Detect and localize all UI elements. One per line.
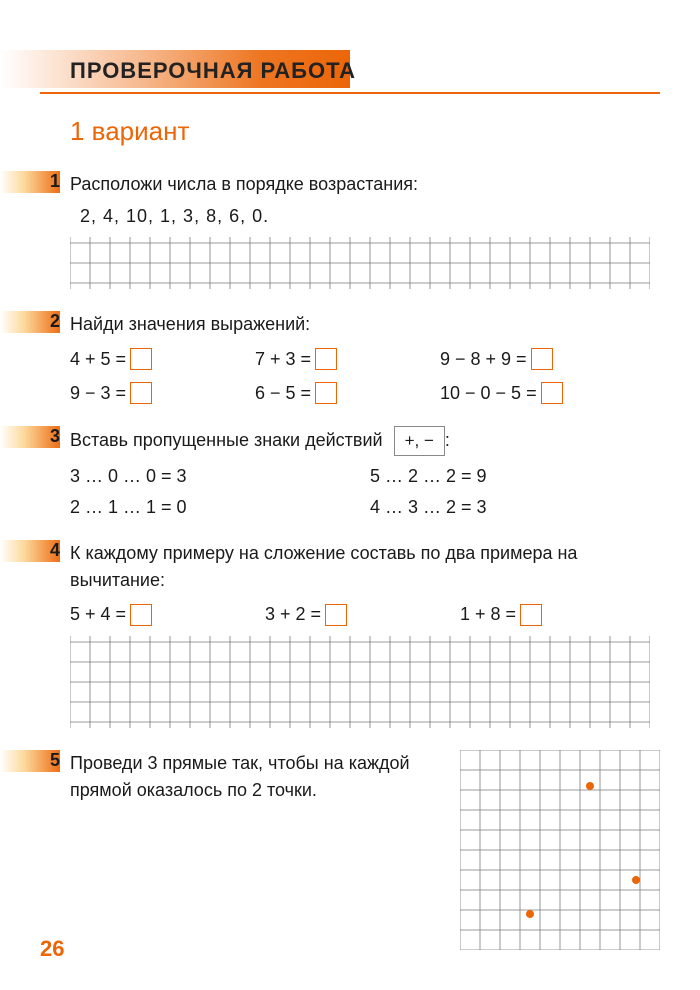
signs-expression[interactable]: 3 … 0 … 0 = 3 — [70, 466, 370, 487]
expression: 9 − 3 = — [70, 382, 255, 404]
signs-expression[interactable]: 4 … 3 … 2 = 3 — [370, 497, 660, 518]
expr-text: 1 + 8 = — [460, 604, 516, 625]
task5-grid[interactable] — [460, 750, 660, 955]
expr-text: 7 + 3 = — [255, 349, 311, 370]
expr-text: 9 − 3 = — [70, 383, 126, 404]
task-number: 3 — [50, 426, 60, 447]
task1-numbers: 2, 4, 10, 1, 3, 8, 6, 0. — [80, 206, 660, 227]
answer-box[interactable] — [315, 382, 337, 404]
answer-box[interactable] — [130, 382, 152, 404]
answer-box[interactable] — [315, 348, 337, 370]
task3-text-a: Вставь пропущенные знаки действий — [70, 430, 383, 450]
signs-row: 3 … 0 … 0 = 35 … 2 … 2 = 9 — [70, 466, 660, 487]
expr-text: 6 − 5 = — [255, 383, 311, 404]
grid-point — [632, 876, 640, 884]
answer-box[interactable] — [520, 604, 542, 626]
grid-point — [526, 910, 534, 918]
page-title: Проверочная работа — [40, 50, 660, 84]
page-number: 26 — [40, 936, 64, 962]
task-1: 1 Расположи числа в порядке возрастания:… — [40, 171, 660, 289]
answer-box[interactable] — [130, 604, 152, 626]
expr-text: 5 + 4 = — [70, 604, 126, 625]
task-number: 1 — [50, 171, 60, 192]
expression: 7 + 3 = — [255, 348, 440, 370]
task3-colon: : — [445, 430, 450, 450]
expr-text: 10 − 0 − 5 = — [440, 383, 537, 404]
task-text: К каждому примеру на сложение составь по… — [70, 540, 660, 594]
task-2: 2 Найди значения выражений: 4 + 5 = 7 + 3… — [40, 311, 660, 404]
answer-box[interactable] — [130, 348, 152, 370]
expression: 9 − 8 + 9 = — [440, 348, 660, 370]
task-3: 3 Вставь пропущенные знаки действий +, −… — [40, 426, 660, 518]
task-5: 5 Проведи 3 прямые так, чтобы на каждой … — [40, 750, 660, 955]
signs-row: 2 … 1 … 1 = 04 … 3 … 2 = 3 — [70, 497, 660, 518]
signs-expression[interactable]: 5 … 2 … 2 = 9 — [370, 466, 660, 487]
expr-text: 3 + 2 = — [265, 604, 321, 625]
expression: 10 − 0 − 5 = — [440, 382, 660, 404]
expression: 4 + 5 = — [70, 348, 255, 370]
task4-grid[interactable] — [70, 636, 660, 728]
expression-row: 9 − 3 = 6 − 5 = 10 − 0 − 5 = — [70, 382, 660, 404]
header-rule — [40, 92, 660, 94]
expression: 3 + 2 = — [265, 604, 460, 626]
task-text: Расположи числа в порядке возрастания: — [70, 171, 660, 198]
expression: 5 + 4 = — [70, 604, 265, 626]
task-text: Найди значения выражений: — [70, 311, 660, 338]
task-number: 4 — [50, 540, 60, 561]
signs-hint-box: +, − — [394, 426, 445, 456]
task-4: 4 К каждому примеру на сложение составь … — [40, 540, 660, 728]
signs-expression[interactable]: 2 … 1 … 1 = 0 — [70, 497, 370, 518]
task4-expression-row: 5 + 4 = 3 + 2 = 1 + 8 = — [70, 604, 660, 626]
task-text: Вставь пропущенные знаки действий +, −: — [70, 426, 660, 456]
expr-text: 9 − 8 + 9 = — [440, 349, 527, 370]
answer-box[interactable] — [531, 348, 553, 370]
expression: 1 + 8 = — [460, 604, 655, 626]
expression-row: 4 + 5 = 7 + 3 = 9 − 8 + 9 = — [70, 348, 660, 370]
answer-box[interactable] — [325, 604, 347, 626]
answer-box[interactable] — [541, 382, 563, 404]
task-text: Проведи 3 прямые так, чтобы на каждой пр… — [70, 750, 430, 955]
grid-point — [586, 782, 594, 790]
expression: 6 − 5 = — [255, 382, 440, 404]
task-number: 2 — [50, 311, 60, 332]
variant-label: 1 вариант — [70, 116, 660, 147]
task1-grid[interactable] — [70, 237, 660, 289]
header-band: Проверочная работа — [40, 50, 660, 88]
task-number: 5 — [50, 750, 60, 771]
expr-text: 4 + 5 = — [70, 349, 126, 370]
